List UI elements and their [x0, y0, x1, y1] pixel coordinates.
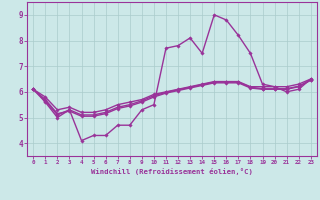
X-axis label: Windchill (Refroidissement éolien,°C): Windchill (Refroidissement éolien,°C)	[91, 168, 253, 175]
